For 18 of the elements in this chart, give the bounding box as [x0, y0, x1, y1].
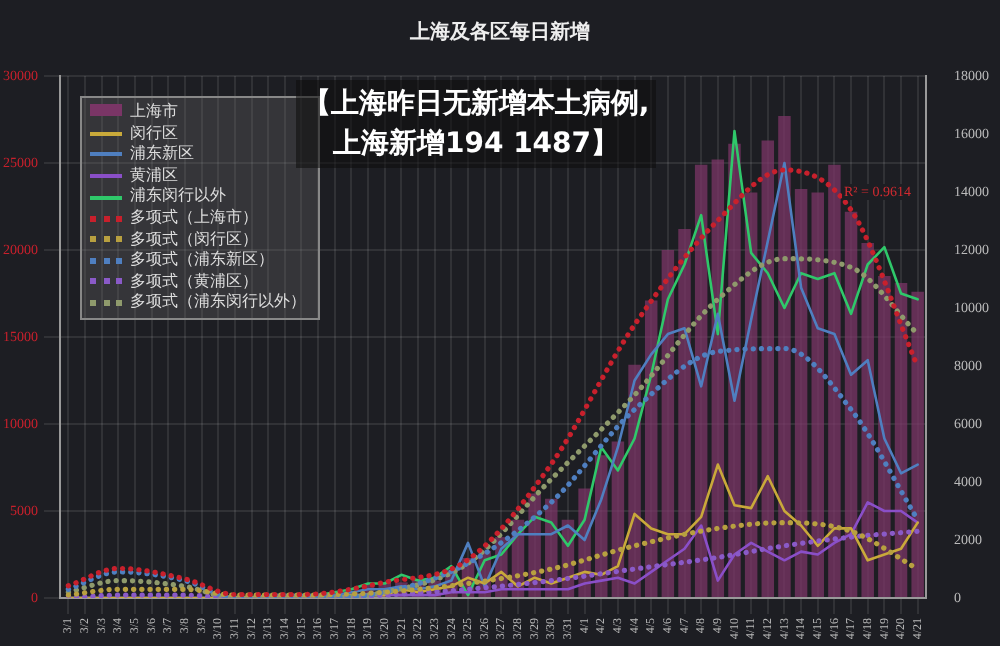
legend-label: 上海市: [130, 102, 178, 120]
legend-label: 多项式（浦东闵行以外）: [130, 292, 306, 311]
legend-label: 浦东新区: [130, 144, 194, 163]
legend-label: 多项式（浦东新区）: [130, 250, 274, 269]
chart-title: 上海及各区每日新增: [408, 18, 592, 46]
legend-label: 浦东闵行以外: [130, 186, 226, 205]
bar: [678, 229, 691, 597]
legend-label: 黄浦区: [130, 165, 178, 184]
legend-label: 闵行区: [130, 123, 178, 142]
legend-label: 多项式（黄浦区）: [130, 271, 258, 290]
annotation: 【上海昨日无新增本土病例,上海新增194 1487】: [296, 80, 656, 168]
bar: [778, 116, 791, 597]
legend-label: 多项式（闵行区）: [130, 229, 258, 248]
bar: [828, 164, 841, 597]
bar: [811, 192, 824, 597]
legend-label: 多项式（上海市）: [130, 207, 258, 226]
bar: [911, 291, 924, 597]
bar: [878, 276, 891, 597]
